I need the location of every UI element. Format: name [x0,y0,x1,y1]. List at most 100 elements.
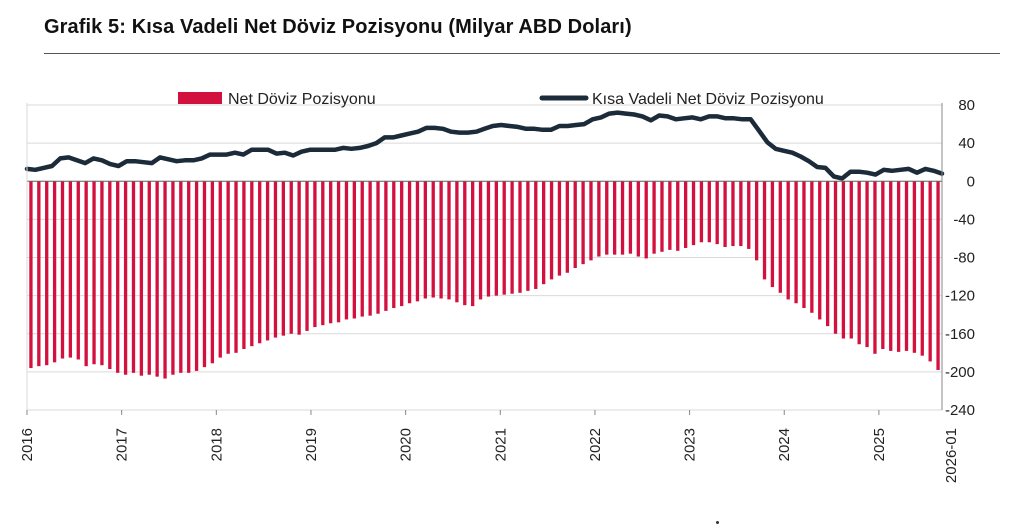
y-tick-label: -120 [945,288,975,305]
bar [234,181,238,353]
bar [297,181,301,335]
bar [889,181,893,351]
bar [37,181,41,367]
legend-line-label: Kısa Vadeli Net Döviz Pozisyonu [592,91,824,108]
bar [139,181,144,376]
bar [407,181,412,304]
bar [155,181,159,377]
bar [652,181,656,254]
bar [534,181,538,289]
bar [423,181,427,299]
bar [628,181,633,254]
y-tick-label: -160 [945,326,975,343]
bar [707,181,711,243]
bar [896,181,901,352]
bar [747,181,751,249]
bar [439,181,443,299]
bar [273,181,278,338]
bar [770,181,775,288]
bar [478,181,483,300]
bar [29,181,33,369]
bar [226,181,230,354]
bar [676,181,680,251]
bar [265,181,270,341]
bar [147,181,151,375]
bar [683,181,688,248]
bar [76,181,80,360]
bar [486,181,491,297]
bar [502,181,506,295]
bar [329,181,333,324]
bar [691,181,696,246]
bar [218,181,222,358]
bar [526,181,530,291]
x-tick-label: 2022 [587,428,604,461]
bar [620,181,625,255]
decorative-dot [716,521,719,524]
axes: 80 40 0 -40 -80 -120 -160 -200 -240 2016 2017 2018 2… [19,97,975,483]
bar [841,181,846,339]
x-tick-label: 2025 [871,428,888,461]
y-tick-label: -80 [953,250,975,267]
bar [731,181,735,247]
bar [786,181,790,300]
x-tick-label: 2021 [492,428,509,461]
bar [384,181,388,311]
bar [242,181,246,349]
x-tick-label: 2020 [398,428,415,461]
bar [463,181,467,306]
bar [431,181,435,298]
bar [415,181,420,302]
bar [60,181,65,359]
bar [202,181,207,368]
bar [45,181,49,366]
bar [123,181,128,375]
bar [258,181,262,344]
bar [108,181,112,370]
bar [833,181,838,334]
bar [660,181,664,252]
bar [589,181,593,261]
legend-bar-swatch [178,92,222,104]
bar [612,181,617,255]
bar [163,181,167,379]
bar [400,181,404,307]
line-path [24,110,945,181]
bar [171,181,175,375]
bar [597,181,601,257]
line-series [24,110,945,181]
bar [762,181,767,280]
bar [865,181,869,348]
title-divider [44,53,1000,54]
bar [778,181,782,293]
bar [810,181,814,313]
bar [565,181,569,273]
bar [368,181,372,316]
bar [928,181,932,362]
bar [179,181,183,373]
bar [471,181,475,307]
bar [542,181,546,285]
bar [447,181,451,300]
bar [849,181,853,339]
bar [818,181,822,320]
bar [557,181,562,276]
bar [376,181,380,314]
bar [392,181,396,309]
bar [494,181,498,296]
bar [605,181,609,255]
bar [739,181,743,247]
x-tick-label: 2023 [682,428,699,461]
bar [336,181,341,323]
y-tick-label: 80 [958,97,975,114]
y-tick-label: -200 [945,364,975,381]
legend-bar-label: Net Döviz Pozisyonu [228,91,376,108]
bar [549,181,554,280]
bar [825,181,830,327]
legend: Net Döviz Pozisyonu Kısa Vadeli Net Dövi… [178,91,824,108]
x-tick-label: 2026-01 [943,428,960,483]
bar [912,181,917,353]
bar [573,181,577,268]
bar [187,181,191,373]
